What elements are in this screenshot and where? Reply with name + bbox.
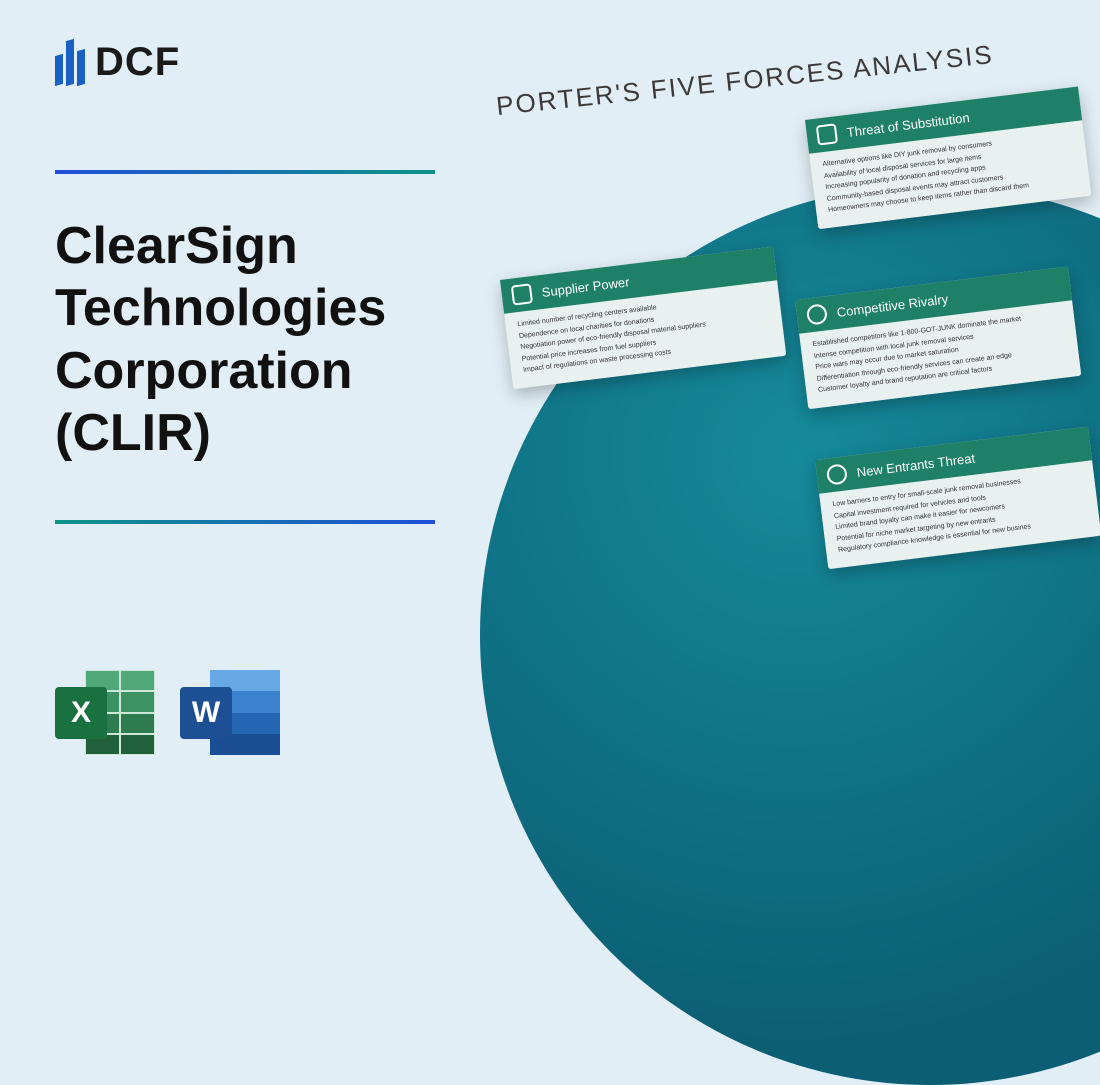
excel-icon: X — [55, 665, 155, 760]
logo-text: DCF — [95, 40, 180, 85]
logo-bars-icon — [55, 40, 85, 85]
card-title: Threat of Substitution — [846, 109, 970, 139]
file-format-icons: X W — [55, 665, 280, 760]
divider-bottom — [55, 520, 435, 524]
card-title: New Entrants Threat — [856, 450, 976, 479]
dcf-logo: DCF — [55, 40, 180, 85]
refresh-icon — [816, 123, 838, 145]
page-title: ClearSign Technologies Corporation (CLIR… — [55, 215, 505, 465]
word-icon: W — [180, 665, 280, 760]
card-title: Competitive Rivalry — [836, 291, 949, 320]
word-badge-letter: W — [180, 687, 232, 739]
person-icon — [826, 463, 848, 485]
divider-top — [55, 170, 435, 174]
pie-icon — [806, 303, 828, 325]
key-icon — [511, 283, 533, 305]
excel-badge-letter: X — [55, 687, 107, 739]
card-title: Supplier Power — [541, 274, 630, 300]
